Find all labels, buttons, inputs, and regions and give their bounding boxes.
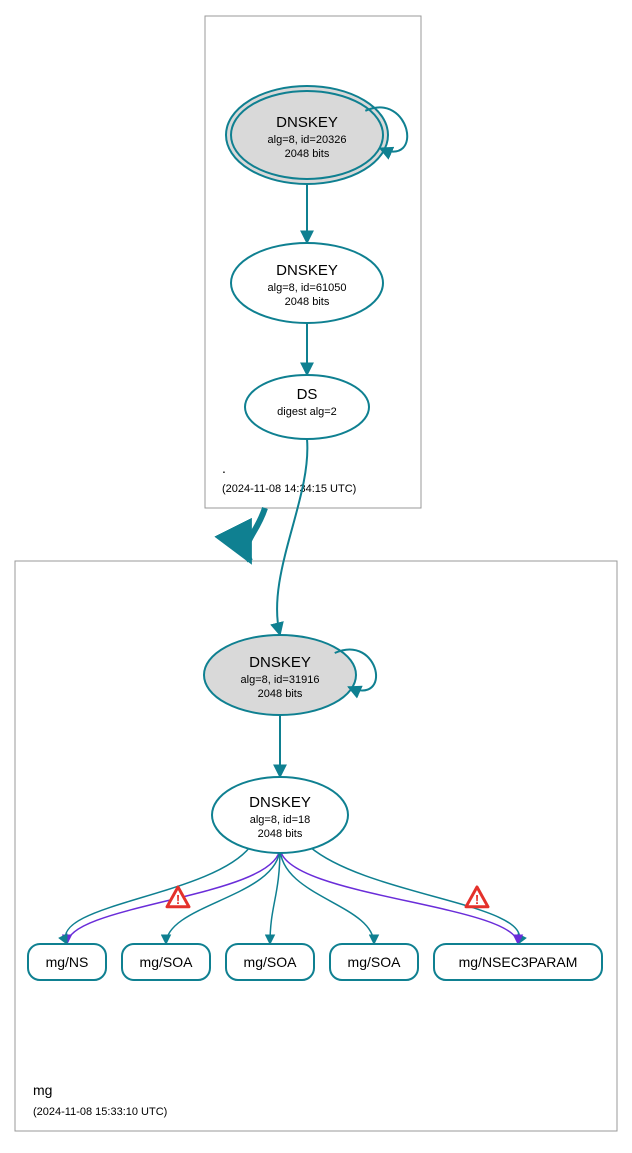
warning-exclaim: ! bbox=[176, 892, 180, 907]
node-mg_dnskey: DNSKEY alg=8, id=18 2048 bits bbox=[212, 777, 348, 853]
node-line2: alg=8, id=61050 bbox=[268, 282, 347, 294]
node-title: DS bbox=[297, 386, 318, 403]
node-title: DNSKEY bbox=[276, 262, 338, 279]
record-label: mg/SOA bbox=[140, 954, 194, 970]
node-line2: digest alg=2 bbox=[277, 406, 337, 418]
warning-exclaim: ! bbox=[475, 892, 479, 907]
zone-timestamp-mg: (2024-11-08 15:33:10 UTC) bbox=[33, 1106, 167, 1118]
node-root_dnskey: DNSKEY alg=8, id=61050 2048 bits bbox=[231, 243, 383, 323]
node-line3: 2048 bits bbox=[285, 296, 330, 308]
node-title: DNSKEY bbox=[249, 794, 311, 811]
node-title: DNSKEY bbox=[249, 654, 311, 671]
edge-root_box-to-mg_box-teal bbox=[247, 508, 265, 561]
record-label: mg/SOA bbox=[244, 954, 298, 970]
node-root_ksk: DNSKEY alg=8, id=20326 2048 bits bbox=[226, 86, 407, 184]
record-label: mg/SOA bbox=[348, 954, 402, 970]
record-label: mg/NSEC3PARAM bbox=[459, 954, 578, 970]
edge-mg_dnskey-to-mg_nsec3param-teal bbox=[310, 847, 520, 944]
node-title: DNSKEY bbox=[276, 114, 338, 131]
node-line3: 2048 bits bbox=[285, 148, 330, 160]
record-mg_soa3: mg/SOA bbox=[330, 944, 418, 980]
node-mg_ksk: DNSKEY alg=8, id=31916 2048 bits bbox=[204, 635, 376, 715]
edge-mg_dnskey-to-mg_soa2-teal bbox=[270, 847, 280, 944]
edge-root_ds-to-mg_ksk-teal bbox=[277, 439, 307, 635]
record-mg_ns: mg/NS bbox=[28, 944, 106, 980]
warning-icon: ! bbox=[466, 887, 488, 907]
node-line2: alg=8, id=31916 bbox=[241, 674, 320, 686]
edge-mg_dnskey-to-mg_soa3-teal bbox=[280, 847, 374, 944]
record-mg_soa1: mg/SOA bbox=[122, 944, 210, 980]
node-line2: alg=8, id=18 bbox=[250, 814, 311, 826]
node-root_ds: DS digest alg=2 bbox=[245, 375, 369, 439]
zone-timestamp-root: (2024-11-08 14:34:15 UTC) bbox=[222, 483, 356, 495]
record-label: mg/NS bbox=[46, 954, 89, 970]
record-mg_soa2: mg/SOA bbox=[226, 944, 314, 980]
node-line3: 2048 bits bbox=[258, 688, 303, 700]
zone-label-root: . bbox=[222, 460, 226, 476]
edge-mg_dnskey-to-mg_ns-teal bbox=[65, 847, 250, 944]
node-line3: 2048 bits bbox=[258, 828, 303, 840]
zone-label-mg: mg bbox=[33, 1082, 52, 1098]
warning-icon: ! bbox=[167, 887, 189, 907]
record-mg_nsec3param: mg/NSEC3PARAM bbox=[434, 944, 602, 980]
node-line2: alg=8, id=20326 bbox=[268, 134, 347, 146]
